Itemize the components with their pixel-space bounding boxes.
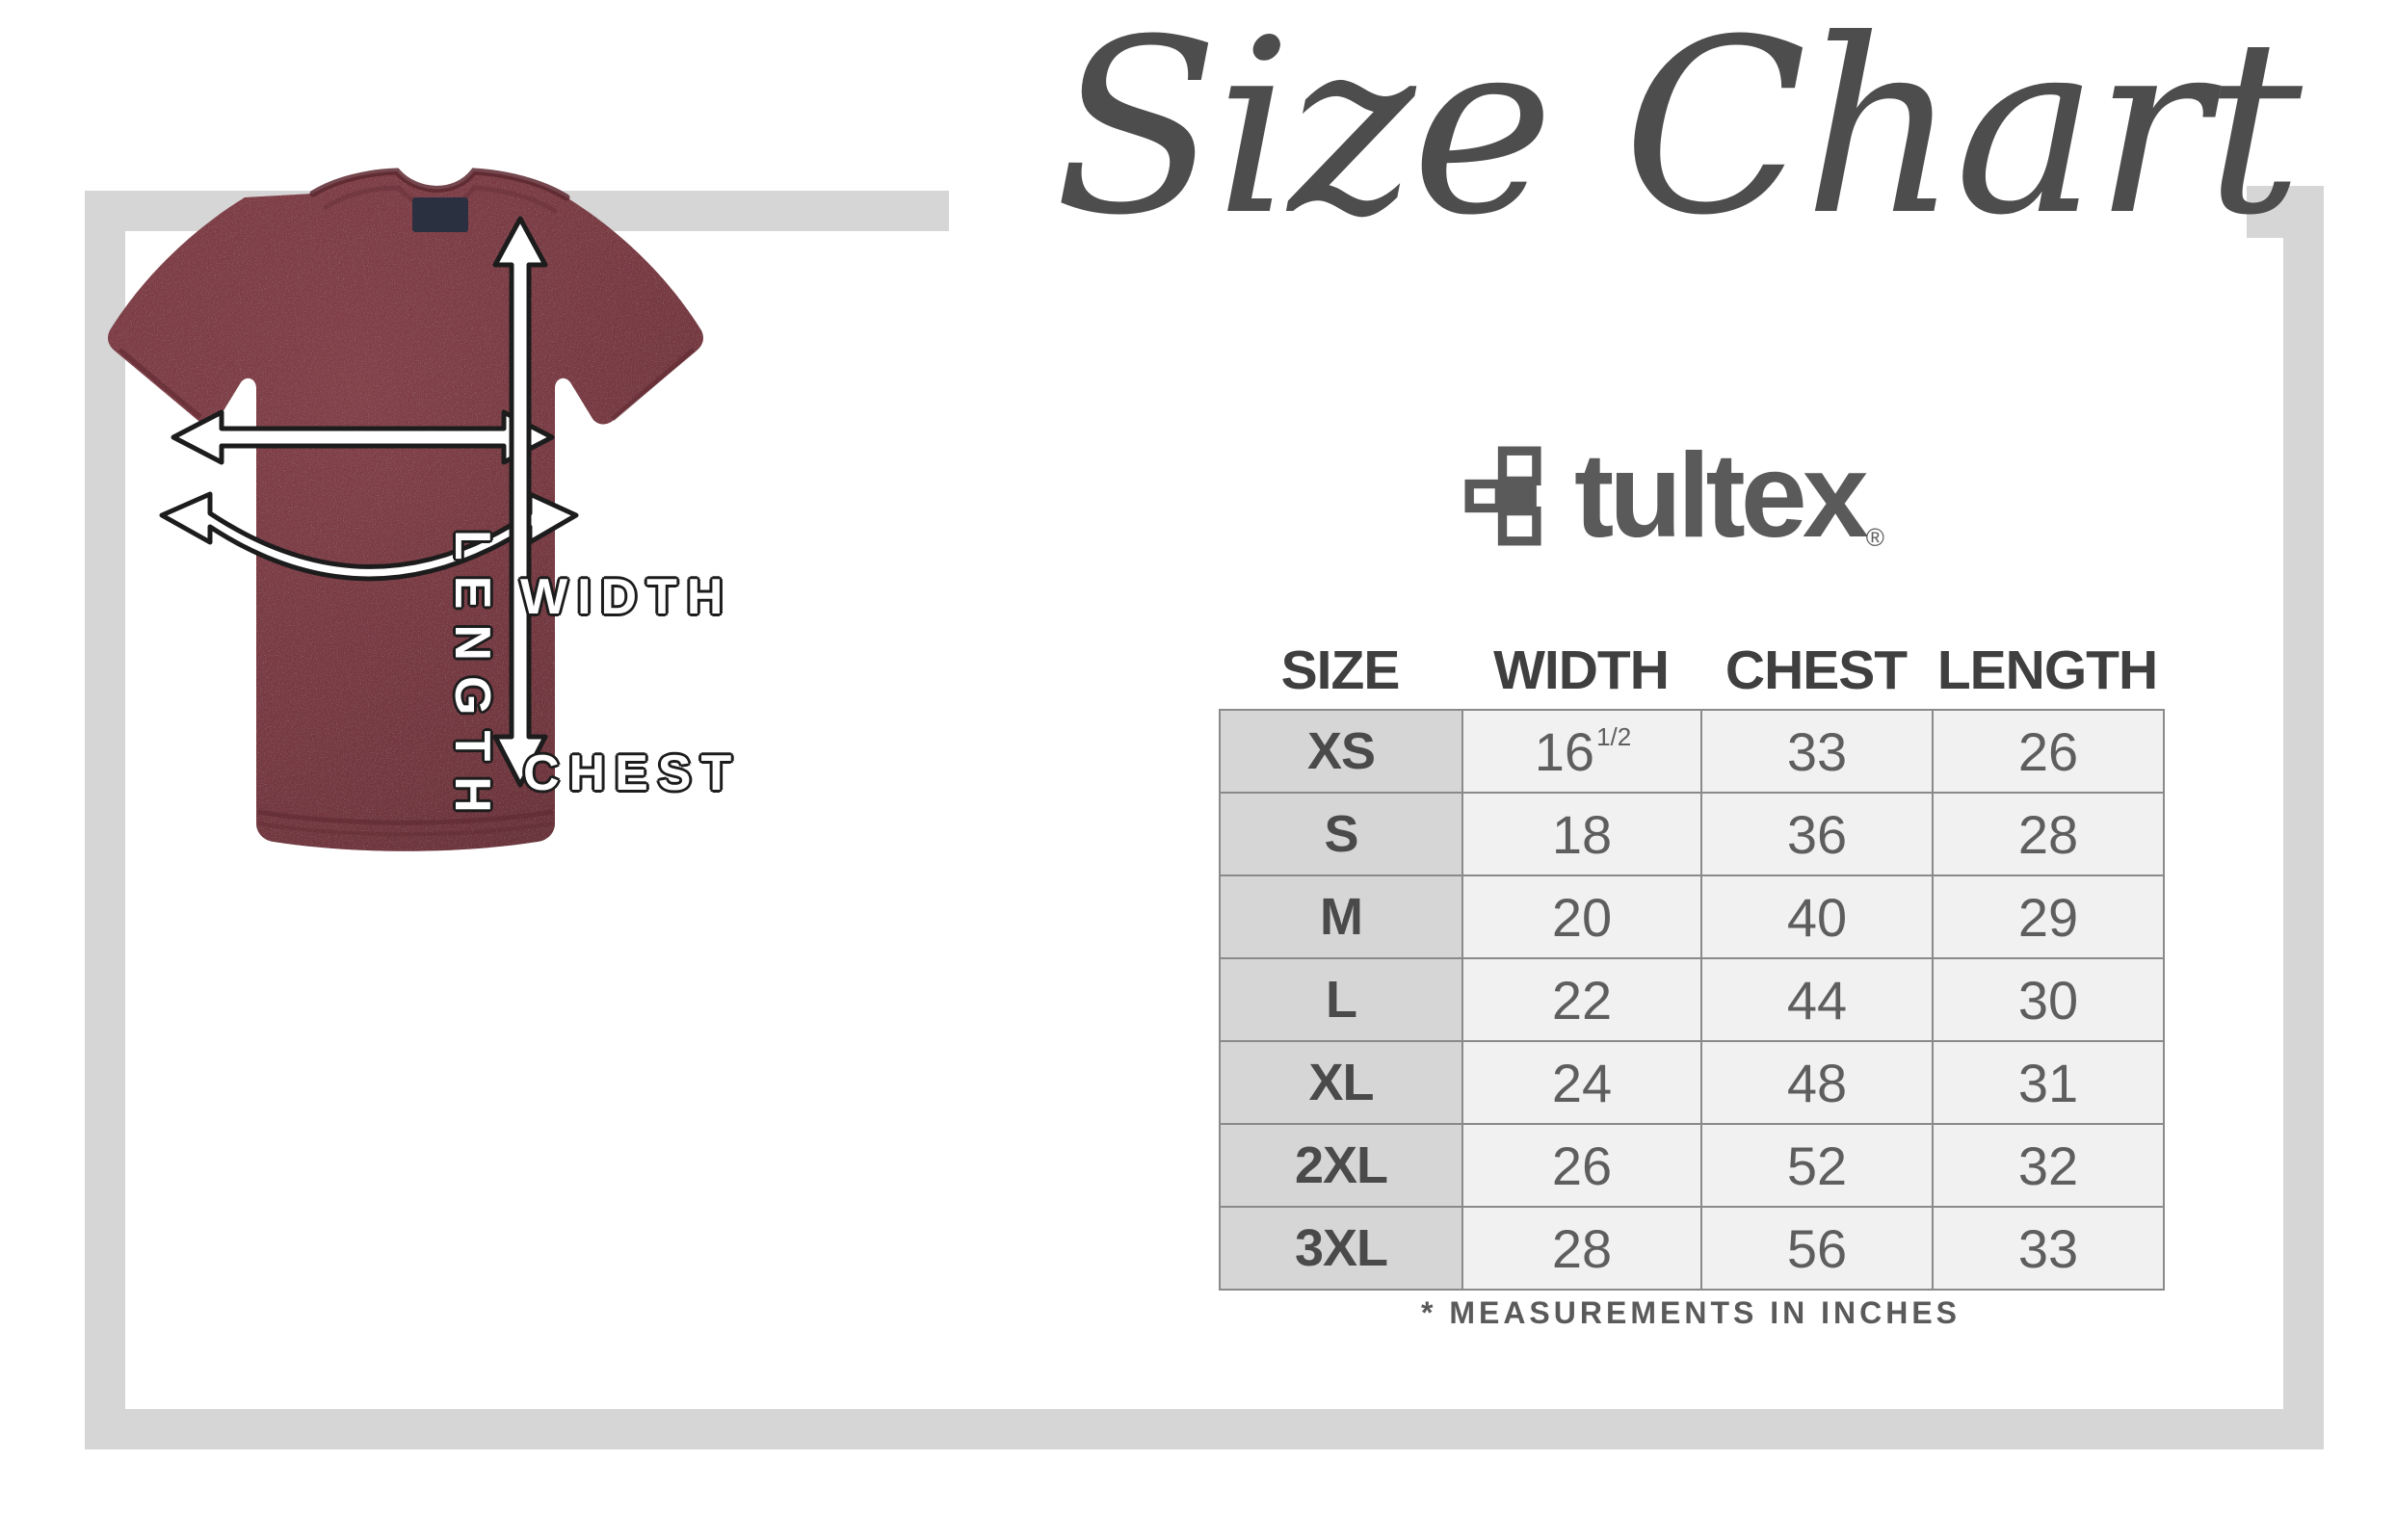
table-row: XL 24 48 31 bbox=[1219, 1040, 2165, 1125]
cell-width: 22 bbox=[1461, 957, 1702, 1042]
width-arrow-icon bbox=[171, 409, 555, 465]
column-header-width: WIDTH bbox=[1493, 639, 1670, 701]
cell-size: 2XL bbox=[1219, 1123, 1463, 1208]
cell-width: 26 bbox=[1461, 1123, 1702, 1208]
size-table: XS 161/2 33 26 S 18 36 28 M 20 40 29 L 22 44 30 XL 24 48 31… bbox=[1219, 709, 2165, 1291]
tultex-cross-mark-icon bbox=[1464, 446, 1541, 546]
cell-length: 29 bbox=[1932, 874, 2165, 959]
width-label: WIDTH bbox=[520, 569, 733, 625]
length-label: LENGTH bbox=[444, 530, 500, 828]
column-header-chest: CHEST bbox=[1725, 639, 1908, 701]
cell-chest: 52 bbox=[1700, 1123, 1934, 1208]
frame-right-bar bbox=[2283, 186, 2324, 1449]
column-header-size: SIZE bbox=[1280, 639, 1401, 701]
cell-length: 31 bbox=[1932, 1040, 2165, 1125]
table-row: 2XL 26 52 32 bbox=[1219, 1123, 2165, 1208]
table-row: M 20 40 29 bbox=[1219, 874, 2165, 959]
cell-size: M bbox=[1219, 874, 1463, 959]
brand-logo: tultex ® bbox=[1464, 433, 1908, 559]
table-row: 3XL 28 56 33 bbox=[1219, 1206, 2165, 1291]
width-fraction: 1/2 bbox=[1596, 721, 1632, 751]
tshirt-graphic bbox=[108, 168, 703, 851]
cell-width: 161/2 bbox=[1461, 709, 1702, 794]
size-table-container: SIZE WIDTH CHEST LENGTH XS 161/2 33 26 S 18 36… bbox=[1219, 636, 2165, 1291]
brand-wordmark: tultex bbox=[1574, 430, 1869, 562]
column-header-length: LENGTH bbox=[1936, 639, 2158, 701]
table-row: S 18 36 28 bbox=[1219, 792, 2165, 876]
cell-chest: 48 bbox=[1700, 1040, 1934, 1125]
table-header-row: SIZE WIDTH CHEST LENGTH bbox=[1219, 636, 2163, 699]
length-arrow-icon bbox=[492, 216, 548, 788]
cell-length: 30 bbox=[1932, 957, 2165, 1042]
chest-arrow-icon bbox=[159, 491, 579, 582]
cell-chest: 56 bbox=[1700, 1206, 1934, 1291]
cell-size: L bbox=[1219, 957, 1463, 1042]
cell-chest: 33 bbox=[1700, 709, 1934, 794]
cell-chest: 44 bbox=[1700, 957, 1934, 1042]
neck-tag bbox=[412, 197, 468, 232]
cell-length: 26 bbox=[1932, 709, 2165, 794]
cell-chest: 40 bbox=[1700, 874, 1934, 959]
cell-size: S bbox=[1219, 792, 1463, 876]
cell-size: 3XL bbox=[1219, 1206, 1463, 1291]
cell-width: 18 bbox=[1461, 792, 1702, 876]
frame-right-top-stub bbox=[2247, 186, 2324, 238]
cell-width: 20 bbox=[1461, 874, 1702, 959]
cell-length: 28 bbox=[1932, 792, 2165, 876]
cell-width: 28 bbox=[1461, 1206, 1702, 1291]
frame-bottom-bar bbox=[85, 1409, 2324, 1449]
table-row: XS 161/2 33 26 bbox=[1219, 709, 2165, 794]
registered-mark: ® bbox=[1865, 523, 1884, 552]
cell-width: 24 bbox=[1461, 1040, 1702, 1125]
cell-size: XL bbox=[1219, 1040, 1463, 1125]
size-table-body: XS 161/2 33 26 S 18 36 28 M 20 40 29 L 22 44 30 XL 24 48 31… bbox=[1219, 709, 2165, 1291]
cell-size: XS bbox=[1219, 709, 1463, 794]
measurements-note: * MEASUREMENTS IN INCHES bbox=[1420, 1295, 1962, 1330]
cell-chest: 36 bbox=[1700, 792, 1934, 876]
frame-left-bar bbox=[85, 191, 125, 1449]
table-row: L 22 44 30 bbox=[1219, 957, 2165, 1042]
cell-length: 32 bbox=[1932, 1123, 2165, 1208]
tshirt-illustration: WIDTH CHEST LENGTH bbox=[77, 159, 751, 891]
cell-length: 33 bbox=[1932, 1206, 2165, 1291]
page-title: Size Chart bbox=[1054, 0, 2303, 268]
chest-label: CHEST bbox=[523, 745, 742, 801]
